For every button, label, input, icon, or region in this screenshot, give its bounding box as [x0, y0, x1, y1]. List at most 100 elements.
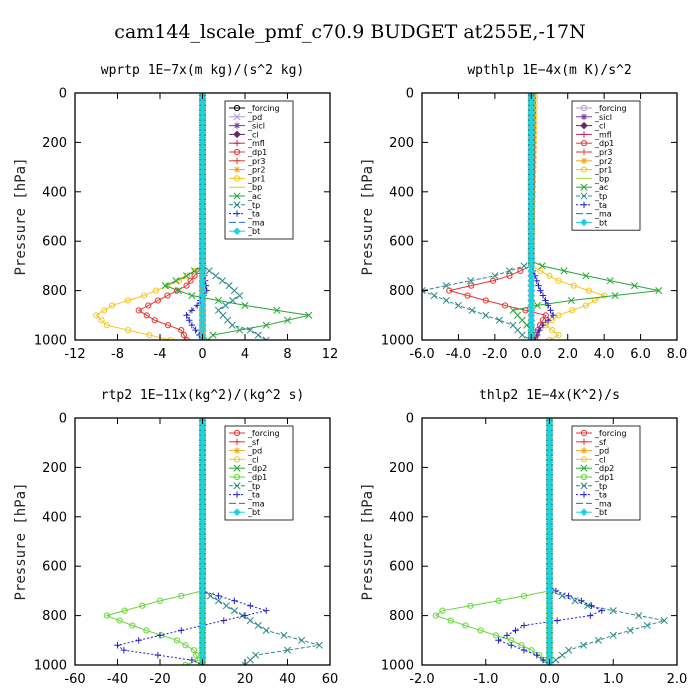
thlp2-legend-item: _ma: [576, 499, 612, 508]
wpthlp-legend-item: _tp: [576, 192, 607, 201]
rtp2-ytick-label: 800: [42, 609, 67, 624]
wpthlp-legend-item: _pr2: [576, 157, 612, 166]
rtp2-legend-label: _sf: [247, 438, 259, 447]
rtp2-legend-label: _dp2: [247, 464, 267, 473]
wpthlp-legend-item: _bp: [576, 174, 609, 183]
wprtp-series-dp1: [135, 93, 206, 340]
wpthlp-legend-label: _ac: [594, 183, 608, 192]
wprtp-legend-item: _pr2: [229, 166, 265, 175]
thlp2-legend-label: _sf: [594, 438, 606, 447]
wpthlp-legend-label: _pr1: [594, 166, 612, 175]
panel-wprtp: wprtp 1E−7x(m kg)/(s^2 kg) Pressure [hPa]…: [13, 63, 338, 362]
wpthlp-ytick-label: 400: [389, 185, 414, 200]
wprtp-ytick-label: 800: [42, 284, 67, 299]
thlp2-title: thlp2 1E−4x(K^2)/s: [479, 388, 620, 403]
wprtp-legend-item: _bt: [229, 227, 260, 236]
wprtp-legend-item: _ac: [229, 192, 261, 201]
wprtp-legend-label: _sicl: [247, 122, 265, 131]
rtp2-legend-label: _cl: [247, 455, 259, 464]
wpthlp-frame: [421, 92, 678, 341]
rtp2-legend: _forcing_sf_pd_cl_dp2_dp1_tp_ta_ma_bt: [224, 425, 294, 521]
rtp2-ytick-label: 600: [42, 560, 67, 575]
thlp2-ylabel: Pressure [hPa]: [360, 482, 376, 600]
wpthlp-legend-label: _cl: [594, 122, 606, 131]
rtp2-ytick-label: 1000: [34, 659, 67, 674]
wpthlp-legend-item: _ma: [576, 210, 612, 219]
wpthlp-legend-item: _bt: [576, 218, 607, 227]
rtp2-legend-label: _forcing: [247, 429, 280, 438]
wpthlp-legend-label: _tp: [594, 192, 607, 201]
thlp2-legend-item: _bt: [576, 508, 607, 517]
wpthlp-series-bt: [527, 93, 536, 340]
wprtp-series-group: [93, 93, 313, 340]
wpthlp-legend-label: _sicl: [594, 113, 612, 122]
wprtp-legend-item: _forcing: [229, 104, 280, 113]
wprtp-xtick-label: -4: [154, 347, 167, 362]
wprtp-legend-item: _pd: [229, 113, 262, 122]
wpthlp-xtick-label: -6.0: [409, 347, 434, 362]
wpthlp-ytick-label: 0: [406, 87, 414, 102]
wprtp-legend-label: _tp: [247, 201, 260, 210]
thlp2-ytick-label: 0: [406, 412, 414, 427]
wpthlp-legend-label: _pr2: [594, 157, 612, 166]
panel-thlp2: thlp2 1E−4x(K^2)/s Pressure [hPa] -2.0 -1.0…: [360, 388, 687, 687]
thlp2-xtick-label: 1.0: [603, 672, 624, 687]
rtp2-legend-item: _forcing: [229, 429, 280, 438]
wpthlp-legend-item: _ta: [576, 201, 607, 210]
rtp2-ylabel: Pressure [hPa]: [13, 482, 29, 600]
wpthlp-xtick-label: -2.0: [482, 347, 507, 362]
thlp2-series-dp1: [432, 418, 553, 665]
wprtp-xtick-label: -8: [111, 347, 124, 362]
wprtp-legend-label: _ac: [247, 192, 261, 201]
wprtp-xtick-label: 12: [322, 347, 339, 362]
rtp2-ytick-label: 400: [42, 510, 67, 525]
thlp2-legend-item: _ta: [576, 491, 607, 500]
wprtp-xtick-label: 4: [241, 347, 249, 362]
wpthlp-ytick-label: 800: [389, 284, 414, 299]
wpthlp-legend-item: _ac: [576, 183, 608, 192]
thlp2-ytick-label: 600: [389, 560, 414, 575]
wpthlp-ytick-label: 1000: [381, 334, 414, 349]
wpthlp-legend-item: _sicl: [576, 113, 612, 122]
wpthlp-xtick-label: 0.0: [521, 347, 542, 362]
wpthlp-xtick-label: 2.0: [557, 347, 578, 362]
wprtp-legend-item: _tp: [229, 201, 260, 210]
rtp2-xtick-label: 40: [279, 672, 296, 687]
thlp2-legend-label: _forcing: [594, 429, 627, 438]
figure-title: cam144_lscale_pmf_c70.9 BUDGET at255E,-1…: [114, 21, 585, 43]
wpthlp-legend-label: _dp1: [594, 139, 614, 148]
wprtp-legend-item: _pr1: [229, 174, 265, 183]
rtp2-legend-item: _ta: [229, 491, 260, 500]
rtp2-legend-label: _dp1: [247, 473, 267, 482]
rtp2-title: rtp2 1E−11x(kg^2)/(kg^2 s): [101, 388, 305, 403]
rtp2-legend-item: _cl: [229, 455, 259, 464]
wprtp-legend-item: _ma: [229, 218, 265, 227]
thlp2-ytick-label: 800: [389, 609, 414, 624]
rtp2-legend-label: _tp: [247, 482, 260, 491]
thlp2-legend-item: _pd: [576, 447, 609, 456]
rtp2-series-bt: [198, 418, 207, 665]
wprtp-legend-item: _bp: [229, 183, 262, 192]
thlp2-xtick-label: -2.0: [409, 672, 434, 687]
thlp2-legend-item: _dp2: [576, 464, 614, 473]
thlp2-legend-label: _pd: [594, 447, 609, 456]
panel-rtp2: rtp2 1E−11x(kg^2)/(kg^2 s) Pressure [hPa]…: [13, 388, 338, 687]
wprtp-legend-label: _bt: [247, 227, 260, 236]
rtp2-xtick-label: -40: [107, 672, 128, 687]
wpthlp-legend-item: _cl: [576, 122, 606, 131]
thlp2-legend-label: _dp1: [594, 473, 614, 482]
wpthlp-xtick-label: -4.0: [446, 347, 471, 362]
rtp2-legend-item: _sf: [229, 438, 259, 447]
wpthlp-legend-label: _mfl: [594, 130, 612, 139]
thlp2-legend-label: _tp: [594, 482, 607, 491]
wpthlp-legend-item: _pr1: [576, 166, 612, 175]
thlp2-ytick-label: 1000: [381, 659, 414, 674]
rtp2-legend-label: _ta: [247, 491, 260, 500]
wpthlp-ytick-label: 600: [389, 235, 414, 250]
thlp2-series-bt: [545, 418, 554, 665]
wprtp-legend-item: _ta: [229, 210, 260, 219]
wpthlp-legend-label: _bp: [594, 174, 609, 183]
thlp2-xtick-label: 2.0: [667, 672, 688, 687]
wpthlp-legend-label: _pr3: [594, 148, 612, 157]
